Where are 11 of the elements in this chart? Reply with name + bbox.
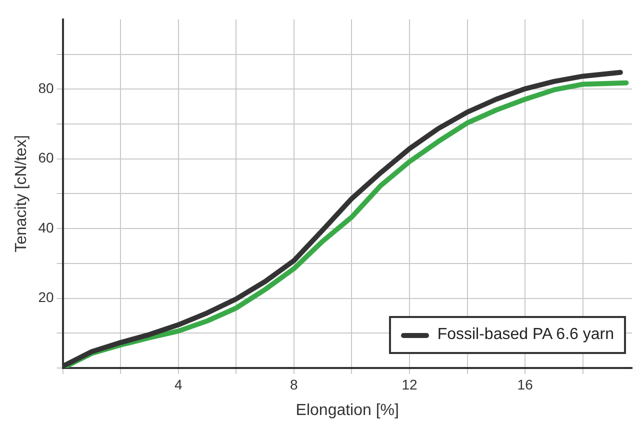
x-tick-label: 4 <box>174 376 182 392</box>
x-tick-label: 12 <box>402 376 418 392</box>
y-tick-label: 20 <box>38 289 54 306</box>
x-axis-title: Elongation [%] <box>296 402 399 419</box>
x-tick-label: 16 <box>517 376 534 392</box>
y-axis-title: Tenacity [cN/tex] <box>13 135 30 252</box>
legend-label: Fossil-based PA 6.6 yarn <box>437 326 614 344</box>
y-tick-label: 80 <box>38 80 54 96</box>
y-tick-label: 40 <box>38 219 54 236</box>
y-tick-label: 60 <box>38 150 54 166</box>
x-tick-label: 8 <box>290 376 298 392</box>
